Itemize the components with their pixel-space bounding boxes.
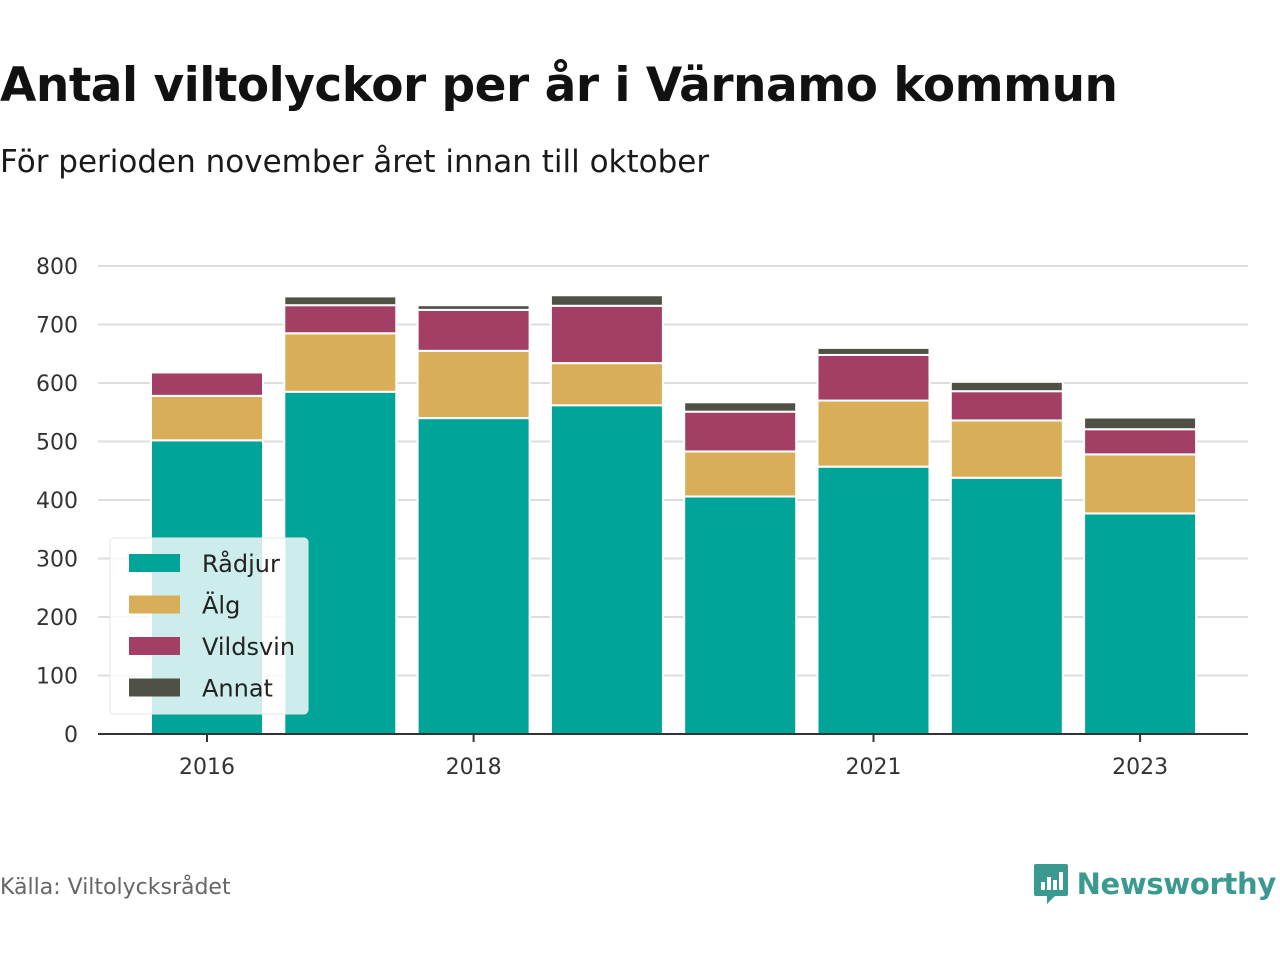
- y-tick-label: 500: [36, 431, 78, 456]
- legend-box: [109, 537, 309, 715]
- x-tick-label: 2018: [446, 755, 502, 780]
- bar-segment-vildsvin: [283, 304, 398, 335]
- legend-label: Rådjur: [202, 549, 280, 578]
- bar-segment-annat: [949, 380, 1064, 393]
- y-tick-label: 800: [36, 255, 78, 280]
- bar-segment-annat: [816, 346, 931, 356]
- bar-segment-älg: [150, 394, 264, 442]
- bar-segment-älg: [816, 399, 931, 468]
- y-tick-label: 200: [36, 606, 78, 631]
- legend-label: Älg: [202, 591, 240, 620]
- legend-swatch: [129, 554, 180, 572]
- bar-stack-2018: [416, 304, 531, 735]
- bar-stack-2023: [1083, 416, 1198, 736]
- brand-name: Newsworthy: [1076, 867, 1277, 901]
- legend-item-annat: Annat: [129, 675, 273, 703]
- y-tick-label: 300: [36, 548, 78, 573]
- bar-segment-vildsvin: [949, 390, 1064, 422]
- source-note: Källa: Viltolycksrådet: [0, 875, 231, 900]
- y-axis-labels: 0 100 200 300 400 500 600 700 800: [36, 255, 78, 748]
- bar-segment-vildsvin: [416, 308, 531, 352]
- legend-label: Annat: [202, 675, 273, 703]
- legend-swatch: [129, 678, 180, 697]
- bar-segment-älg: [416, 349, 531, 420]
- x-axis-labels: 2016 2018 2021 2023: [179, 734, 1168, 780]
- bar-segment-älg: [549, 362, 664, 407]
- chart-subtitle: För perioden november året innan till ok…: [0, 144, 710, 180]
- bar-segment-rådjur: [683, 495, 798, 735]
- y-tick-label: 100: [36, 665, 78, 690]
- brand-logo: Newsworthy: [1033, 862, 1276, 906]
- legend: Rådjur Älg Vildsvin Annat: [109, 537, 309, 715]
- bar-segment-vildsvin: [1083, 428, 1198, 456]
- y-tick-label: 700: [36, 314, 78, 339]
- y-tick-label: 0: [64, 723, 78, 748]
- bar-segment-vildsvin: [816, 353, 931, 402]
- bar-segment-annat: [683, 401, 798, 413]
- bar-segment-älg: [283, 332, 398, 393]
- legend-item-älg: Älg: [129, 591, 240, 620]
- x-tick-label: 2016: [179, 755, 235, 780]
- legend-swatch: [129, 595, 180, 614]
- legend-swatch: [129, 637, 180, 655]
- bar-stack-2022: [949, 380, 1064, 735]
- bar-segment-annat: [283, 295, 398, 307]
- legend-item-rådjur: Rådjur: [129, 549, 280, 578]
- bar-segment-annat: [549, 294, 664, 307]
- legend-item-vildsvin: Vildsvin: [129, 633, 295, 661]
- bar-segment-rådjur: [416, 417, 531, 735]
- bar-segment-älg: [683, 450, 798, 498]
- legend-label: Vildsvin: [202, 633, 295, 661]
- y-tick-label: 600: [36, 372, 78, 397]
- bar-segment-rådjur: [549, 404, 664, 735]
- bar-stack-2019: [549, 294, 664, 735]
- newsworthy-logo-icon: [1033, 864, 1068, 904]
- bar-segment-annat: [1083, 416, 1198, 431]
- bar-segment-rådjur: [949, 476, 1064, 735]
- bar-segment-rådjur: [816, 465, 931, 735]
- bar-segment-vildsvin: [683, 410, 798, 453]
- bar-segment-rådjur: [1083, 512, 1198, 736]
- bar-segment-annat: [416, 304, 531, 311]
- bar-segment-älg: [949, 419, 1064, 479]
- chart-title: Antal viltolyckor per år i Värnamo kommu…: [0, 58, 1118, 113]
- bar-segment-vildsvin: [549, 304, 664, 365]
- bar-segment-vildsvin: [150, 371, 264, 397]
- bar-segment-älg: [1083, 453, 1198, 515]
- y-tick-label: 400: [36, 489, 78, 514]
- bar-stack-2020: [683, 401, 798, 735]
- x-tick-label: 2021: [846, 755, 902, 780]
- bar-stack-2021: [816, 346, 931, 735]
- x-tick-label: 2023: [1112, 755, 1168, 780]
